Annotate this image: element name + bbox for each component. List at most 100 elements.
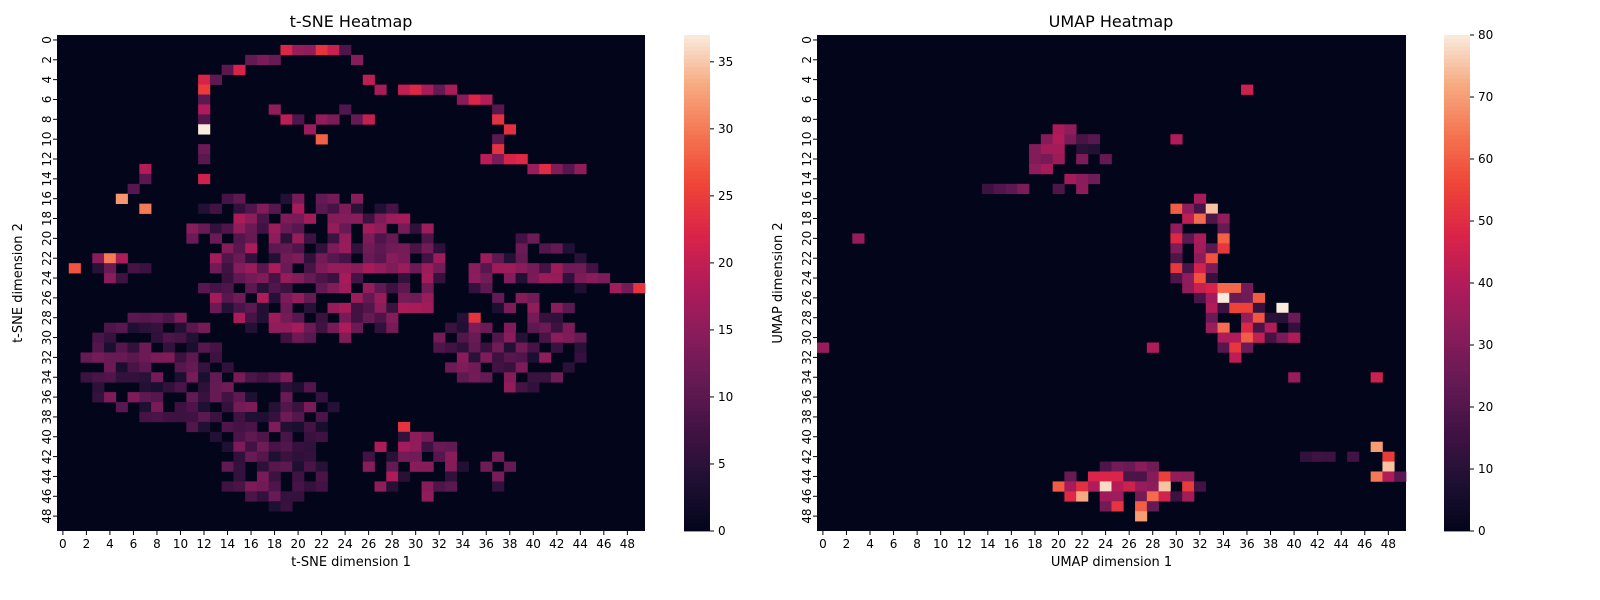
tsne-colorbar-segment bbox=[684, 491, 710, 496]
umap-colorbar-segment bbox=[1444, 55, 1470, 60]
tsne-cell bbox=[245, 233, 258, 244]
tsne-cell bbox=[492, 481, 505, 492]
tsne-colorbar-segment bbox=[684, 359, 710, 364]
tsne-cells bbox=[57, 35, 646, 531]
tsne-cell bbox=[586, 273, 599, 284]
tsne-cell bbox=[339, 243, 352, 254]
umap-cell bbox=[1217, 213, 1230, 224]
tsne-cell bbox=[209, 263, 222, 274]
tsne-cell bbox=[398, 223, 411, 234]
tsne-cell bbox=[256, 54, 270, 66]
tsne-cell bbox=[433, 253, 446, 264]
umap-y-tick-label: 32 bbox=[800, 350, 814, 365]
umap-colorbar-segment bbox=[1444, 387, 1470, 392]
umap-colorbar-tick-label: 60 bbox=[1478, 152, 1493, 166]
tsne-cell bbox=[503, 124, 516, 135]
tsne-cell bbox=[268, 491, 281, 502]
umap-cell bbox=[1217, 243, 1230, 254]
tsne-cell bbox=[209, 292, 222, 304]
tsne-x-tick-label: 30 bbox=[408, 537, 423, 551]
umap-colorbar-segment bbox=[1444, 399, 1470, 404]
umap-colorbar-segment bbox=[1444, 267, 1470, 272]
tsne-cell bbox=[515, 233, 528, 244]
tsne-cell bbox=[115, 193, 128, 204]
tsne-cell bbox=[515, 263, 528, 274]
umap-colorbar-segment bbox=[1444, 99, 1470, 104]
tsne-cell bbox=[221, 421, 234, 433]
tsne-cell bbox=[339, 302, 352, 314]
tsne-y-tick-label: 4 bbox=[40, 76, 54, 84]
umap-y-tick-label: 48 bbox=[800, 508, 814, 523]
tsne-colorbar-segment bbox=[684, 291, 710, 296]
tsne-cell bbox=[174, 312, 187, 324]
tsne-colorbar-segment bbox=[684, 439, 710, 444]
tsne-cell bbox=[303, 253, 317, 264]
umap-colorbar-segment bbox=[1444, 515, 1470, 520]
tsne-cell bbox=[327, 243, 340, 254]
tsne-cell bbox=[433, 332, 446, 343]
tsne-cell bbox=[527, 382, 540, 393]
umap-cell bbox=[1182, 233, 1195, 244]
tsne-cell bbox=[433, 263, 446, 274]
tsne-cell bbox=[433, 451, 446, 462]
tsne-cell bbox=[445, 451, 458, 462]
tsne-y-tick-label: 30 bbox=[40, 330, 54, 345]
tsne-colorbar: 0 5 10 15 20 25 30 35 bbox=[684, 35, 733, 538]
tsne-cell bbox=[492, 471, 505, 482]
tsne-cell bbox=[292, 203, 305, 214]
tsne-cell bbox=[492, 263, 505, 274]
tsne-cell bbox=[233, 372, 246, 383]
tsne-colorbar-segment bbox=[684, 83, 710, 88]
umap-cell bbox=[1193, 292, 1207, 304]
tsne-cell bbox=[550, 263, 564, 274]
tsne-cell bbox=[280, 372, 293, 383]
tsne-cell bbox=[574, 332, 587, 343]
tsne-cell bbox=[221, 292, 234, 304]
tsne-cell bbox=[468, 312, 481, 324]
umap-x-tick-label: 4 bbox=[866, 537, 874, 551]
tsne-y-axis-label: t-SNE dimension 2 bbox=[11, 223, 26, 343]
tsne-x-tick-label: 4 bbox=[106, 537, 114, 551]
tsne-cell bbox=[292, 292, 305, 304]
umap-colorbar-tick-label: 20 bbox=[1478, 400, 1493, 414]
tsne-cell bbox=[421, 243, 434, 254]
umap-cell bbox=[1076, 183, 1089, 195]
tsne-cell bbox=[209, 302, 222, 314]
umap-y-tick-label: 36 bbox=[800, 389, 814, 404]
tsne-colorbar-segment bbox=[684, 447, 710, 452]
umap-colorbar-tick-label: 50 bbox=[1478, 214, 1493, 228]
umap-colorbar-segment bbox=[1444, 35, 1470, 40]
tsne-cell bbox=[374, 253, 387, 264]
umap-cell bbox=[1241, 342, 1254, 353]
tsne-cell bbox=[268, 441, 281, 452]
umap-y-tick-label: 38 bbox=[800, 409, 814, 424]
tsne-cell bbox=[468, 332, 481, 343]
tsne-cell bbox=[268, 411, 281, 423]
tsne-cell bbox=[386, 471, 399, 482]
tsne-cell bbox=[303, 421, 317, 433]
tsne-x-tick-label: 20 bbox=[290, 537, 305, 551]
umap-cell bbox=[1123, 461, 1136, 472]
umap-cell bbox=[1040, 163, 1053, 175]
tsne-cell bbox=[245, 402, 258, 413]
tsne-cell bbox=[386, 243, 399, 254]
tsne-colorbar-segment bbox=[684, 95, 710, 100]
tsne-y-tick-label: 38 bbox=[40, 409, 54, 424]
umap-colorbar-segment bbox=[1444, 243, 1470, 248]
tsne-x-ticks: 0 2 4 6 8 10 12 14 16 18 20 22 24 26 28 30 32 34 36 38 40 42 4… bbox=[59, 531, 635, 551]
umap-cell bbox=[1064, 471, 1077, 482]
tsne-colorbar-segment bbox=[684, 283, 710, 288]
tsne-cell bbox=[280, 243, 293, 254]
tsne-cell bbox=[374, 213, 387, 224]
tsne-x-tick-label: 36 bbox=[479, 537, 494, 551]
tsne-cell bbox=[233, 302, 246, 314]
umap-cell bbox=[1193, 213, 1207, 224]
umap-cell bbox=[1217, 342, 1230, 353]
tsne-cell bbox=[256, 471, 270, 482]
umap-cell bbox=[1005, 183, 1018, 195]
tsne-colorbar-segment bbox=[684, 235, 710, 240]
tsne-cell bbox=[162, 342, 175, 353]
tsne-cell bbox=[256, 283, 270, 294]
tsne-cell bbox=[303, 481, 317, 492]
